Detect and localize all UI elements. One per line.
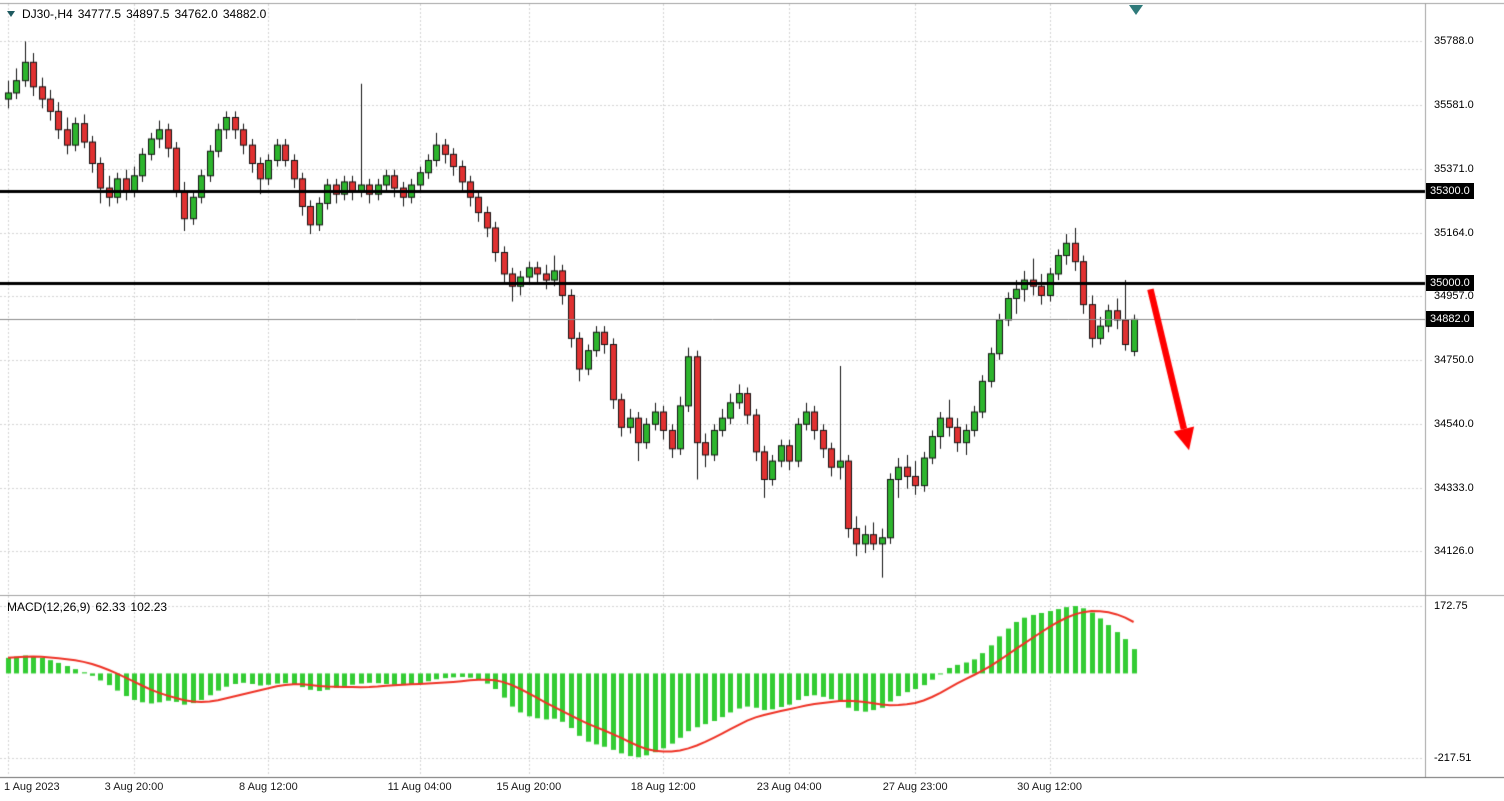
macd-axis-label: 172.75 [1434,600,1468,613]
time-axis[interactable] [0,778,1504,801]
price-axis-label: 34957.0 [1434,290,1474,303]
ohlc-high: 34897.5 [126,7,170,21]
time-axis-label: 15 Aug 20:00 [496,781,562,793]
time-axis-label: 23 Aug 04:00 [756,781,822,793]
chart-shift-marker-icon[interactable] [1129,5,1143,15]
macd-axis-label: -217.51 [1434,752,1472,765]
price-level-badge: 35300.0 [1426,183,1474,200]
price-axis-label: 34750.0 [1434,353,1474,366]
chart-ohlc-header: DJ30-,H4 34777.5 34897.5 34762.0 34882.0 [7,7,266,21]
time-axis-label: 27 Aug 23:00 [882,781,948,793]
time-axis-label: 3 Aug 20:00 [104,781,164,793]
indicator-header: MACD(12,26,9) 62.33 102.23 [7,600,167,614]
price-axis-label: 34126.0 [1434,545,1474,558]
price-axis-label: 34540.0 [1434,418,1474,431]
price-axis-label: 34333.0 [1434,481,1474,494]
time-axis-label: 11 Aug 04:00 [387,781,452,793]
time-axis-label: 18 Aug 12:00 [630,781,696,793]
time-axis-label: 30 Aug 12:00 [1017,781,1083,793]
indicator-name-label: MACD(12,26,9) [7,600,91,614]
price-axis-label: 35581.0 [1434,98,1474,111]
time-axis-label: 8 Aug 12:00 [239,781,298,793]
ohlc-close: 34882.0 [222,7,267,21]
symbol-period-label: DJ30-,H4 [22,7,73,21]
price-axis-label: 35164.0 [1434,226,1474,239]
price-level-badge: 35000.0 [1426,275,1474,292]
indicator-macd-value: 62.33 [95,600,126,614]
time-axis-label: 1 Aug 2023 [4,781,60,793]
symbol-marker-icon [7,11,15,17]
price-axis-label: 35788.0 [1434,35,1474,48]
current-price-badge: 34882.0 [1426,311,1474,328]
price-axis[interactable] [1426,3,1504,777]
price-axis-label: 35371.0 [1434,163,1474,176]
ohlc-low: 34762.0 [174,7,218,21]
indicator-signal-value: 102.23 [130,600,168,614]
ohlc-open: 34777.5 [77,7,122,21]
